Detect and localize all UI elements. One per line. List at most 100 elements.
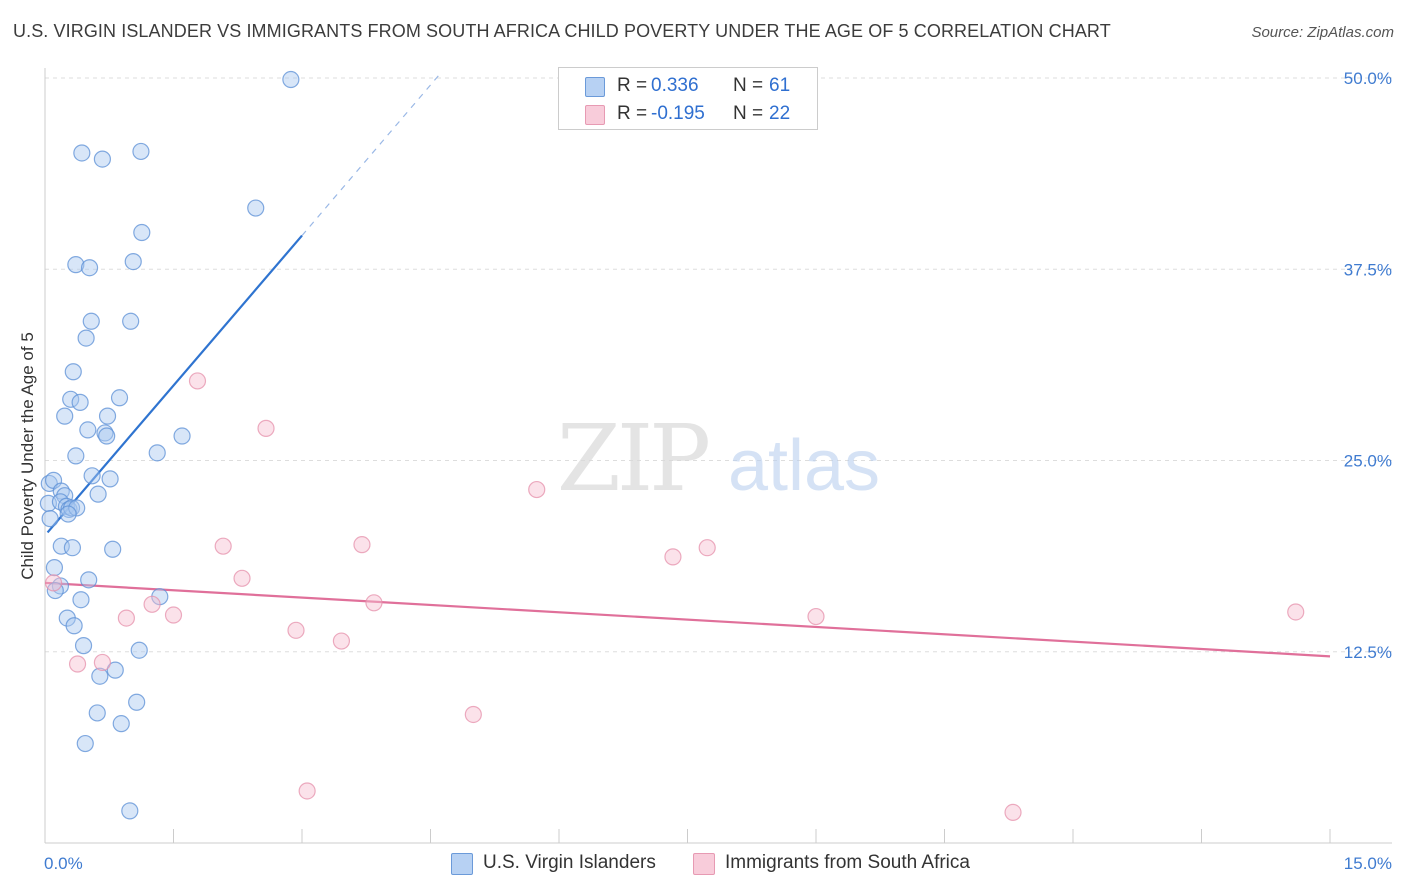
point-virgin-islanders (74, 637, 93, 655)
point-south-africa (44, 574, 63, 592)
point-virgin-islanders (96, 424, 114, 442)
point-virgin-islanders (59, 505, 77, 523)
point-virgin-islanders (67, 447, 85, 465)
blue-swatch (451, 853, 473, 875)
stats-legend: R = 0.336 N = 61 R = -0.195 N = 22 (558, 67, 818, 130)
n-value: 61 (769, 75, 791, 96)
pink-swatch (693, 853, 715, 875)
n-value: 22 (769, 103, 791, 124)
point-south-africa (298, 782, 316, 800)
point-virgin-islanders (282, 70, 300, 89)
point-virgin-islanders (148, 444, 166, 462)
point-virgin-islanders (67, 256, 85, 274)
point-south-africa (287, 621, 305, 639)
point-virgin-islanders (62, 390, 80, 408)
point-virgin-islanders (79, 421, 97, 439)
point-south-africa (332, 632, 351, 650)
y-tick-label: 25.0% (1344, 452, 1392, 471)
point-virgin-islanders (72, 591, 90, 609)
point-virgin-islanders (73, 144, 91, 162)
point-virgin-islanders (41, 510, 59, 528)
n-label: N = (733, 103, 764, 124)
point-south-africa (365, 594, 383, 612)
point-virgin-islanders (124, 253, 142, 271)
trend-extension-virgin-islanders (301, 74, 440, 236)
r-value: -0.195 (651, 103, 705, 124)
point-virgin-islanders (93, 150, 111, 168)
point-south-africa (257, 419, 275, 437)
r-value: 0.336 (651, 75, 699, 96)
legend-label: Immigrants from South Africa (725, 852, 970, 873)
point-south-africa (1004, 803, 1022, 822)
point-virgin-islanders (65, 617, 83, 635)
x-tick-label-max: 15.0% (1344, 854, 1392, 873)
point-virgin-islanders (80, 571, 98, 589)
point-virgin-islanders (68, 499, 86, 517)
chart-title: U.S. VIRGIN ISLANDER VS IMMIGRANTS FROM … (13, 21, 1111, 41)
point-south-africa (664, 548, 682, 566)
trend-line-south-africa (44, 581, 1331, 658)
point-south-africa (807, 607, 825, 626)
point-south-africa (464, 705, 482, 724)
point-virgin-islanders (89, 485, 107, 503)
point-virgin-islanders (88, 704, 106, 722)
point-south-africa (68, 655, 87, 673)
point-virgin-islanders (76, 734, 94, 753)
legend-label: U.S. Virgin Islanders (483, 852, 656, 873)
point-virgin-islanders (173, 427, 191, 445)
trend-line-virgin-islanders (46, 234, 303, 534)
point-virgin-islanders (106, 661, 124, 679)
n-label: N = (733, 75, 764, 96)
point-virgin-islanders (77, 329, 95, 347)
point-south-africa (188, 372, 207, 390)
point-virgin-islanders (83, 467, 101, 485)
point-virgin-islanders (112, 715, 130, 733)
pink-swatch (585, 105, 605, 125)
point-virgin-islanders (132, 142, 150, 161)
r-label: R = (617, 103, 648, 124)
point-south-africa (698, 539, 716, 557)
source-credit: Source: ZipAtlas.com (1251, 24, 1394, 41)
point-virgin-islanders (128, 693, 146, 711)
y-tick-label: 50.0% (1344, 69, 1392, 88)
gridlines (45, 77, 1392, 653)
axes (44, 68, 1392, 844)
tick-labels: 12.5% 25.0% 37.5% 50.0% 0.0% 15.0% (44, 69, 1392, 873)
point-south-africa (528, 480, 546, 499)
point-south-africa (143, 595, 161, 613)
point-virgin-islanders (82, 312, 100, 330)
point-virgin-islanders (56, 407, 74, 425)
y-tick-label: 12.5% (1344, 643, 1392, 662)
point-virgin-islanders (130, 641, 148, 659)
point-virgin-islanders (104, 540, 122, 558)
r-label: R = (617, 75, 648, 96)
point-virgin-islanders (91, 667, 109, 685)
y-axis-label: Child Poverty Under the Age of 5 (18, 332, 37, 580)
point-virgin-islanders (121, 802, 139, 820)
point-south-africa (117, 609, 135, 627)
trend-lines (44, 74, 1331, 658)
y-tick-label: 37.5% (1344, 260, 1392, 279)
point-south-africa (214, 537, 232, 555)
point-virgin-islanders (98, 407, 117, 425)
point-virgin-islanders (64, 363, 82, 381)
point-virgin-islanders (45, 558, 64, 577)
point-south-africa (93, 653, 111, 672)
x-tick-label-min: 0.0% (44, 854, 83, 873)
point-virgin-islanders (80, 259, 99, 277)
data-points (39, 70, 1305, 822)
point-south-africa (164, 606, 183, 624)
blue-swatch (585, 77, 605, 97)
point-virgin-islanders (101, 470, 119, 488)
point-south-africa (1287, 603, 1305, 621)
point-virgin-islanders (98, 427, 116, 445)
point-virgin-islanders (71, 393, 89, 411)
point-virgin-islanders (133, 223, 151, 242)
point-virgin-islanders (63, 539, 82, 557)
point-south-africa (233, 569, 251, 587)
watermark-atlas: atlas (728, 426, 880, 506)
point-virgin-islanders (122, 312, 140, 330)
point-virgin-islanders (247, 199, 265, 217)
watermark-zip: ZIP (557, 405, 708, 512)
